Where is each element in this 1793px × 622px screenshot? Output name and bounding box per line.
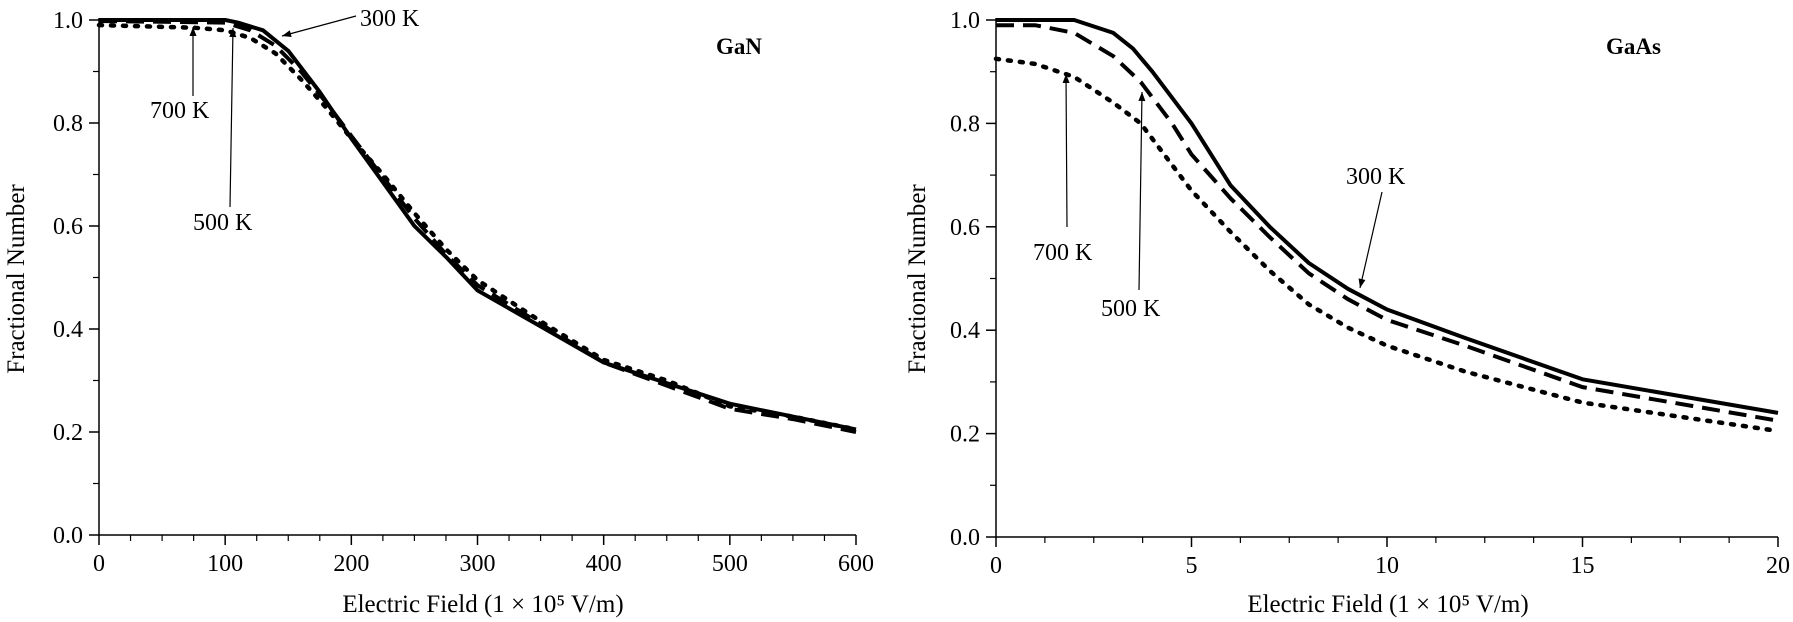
gan-chart-panel: GaN Electric Field (1 × 10⁵ V/m) Fractio…: [3, 6, 874, 618]
x-tick-label: 600: [838, 551, 874, 577]
annotation-label: 700 K: [1033, 240, 1093, 266]
x-tick-label: 15: [1571, 553, 1595, 579]
x-tick-label: 5: [1186, 553, 1198, 579]
x-tick-label: 10: [1375, 553, 1399, 579]
annotation-arrowhead: [1358, 278, 1366, 288]
y-tick-label: 0.2: [53, 420, 83, 446]
x-tick-label: 0: [990, 553, 1002, 579]
x-tick-label: 200: [333, 551, 369, 577]
chart-title: GaN: [716, 34, 762, 59]
x-tick-label: 100: [207, 551, 243, 577]
series-line-500k-dashed: [996, 23, 1779, 423]
y-axis-label: Fractional Number: [3, 184, 30, 374]
annotation-leader-line: [1138, 91, 1143, 291]
y-tick-label: 1.0: [53, 8, 83, 34]
x-tick-label: 400: [586, 551, 622, 577]
annotation-arrowhead: [282, 30, 292, 37]
annotation-label: 300 K: [1346, 164, 1406, 190]
y-tick-label: 0.0: [950, 525, 980, 551]
annotation-label: 700 K: [150, 98, 210, 124]
y-tick-label: 0.2: [950, 422, 980, 448]
annotation-label: 500 K: [193, 210, 253, 236]
y-tick-label: 0.8: [950, 111, 980, 137]
x-tick-label: 500: [712, 551, 748, 577]
annotation-arrowhead: [1062, 74, 1070, 83]
series-line-300k-solid: [996, 18, 1779, 415]
y-tick-label: 0.6: [53, 214, 83, 240]
annotation-label: 300 K: [360, 6, 420, 32]
annotation-leader-line: [229, 27, 234, 208]
y-tick-label: 0.4: [53, 317, 83, 343]
annotation-arrowhead: [189, 27, 197, 36]
y-tick-label: 0.0: [53, 523, 83, 549]
gaas-chart-panel: GaAs Electric Field (1 × 10⁵ V/m) Fracti…: [904, 8, 1790, 618]
x-tick-label: 20: [1766, 553, 1790, 579]
x-axis-label: Electric Field (1 × 10⁵ V/m): [342, 591, 623, 618]
series-line-500k-dashed: [98, 19, 857, 434]
annotation-leader-line: [1065, 73, 1068, 228]
x-axis-label: Electric Field (1 × 10⁵ V/m): [1247, 591, 1528, 618]
y-tick-label: 0.4: [950, 318, 980, 344]
y-tick-label: 0.6: [950, 215, 980, 241]
x-tick-label: 0: [93, 551, 105, 577]
annotation-leader-line: [281, 15, 357, 37]
x-tick-label: 300: [460, 551, 496, 577]
series-line-700k-dotted: [993, 56, 1781, 434]
series-line-700k-dotted: [96, 22, 859, 432]
annotation-label: 500 K: [1101, 296, 1161, 322]
y-tick-label: 0.8: [53, 111, 83, 137]
chart-title: GaAs: [1606, 34, 1661, 59]
annotation-leader-line: [1359, 191, 1383, 289]
y-tick-label: 1.0: [950, 8, 980, 34]
annotation-arrowhead: [229, 28, 237, 38]
annotation-arrowhead: [1138, 92, 1146, 102]
y-axis-label: Fractional Number: [904, 184, 931, 374]
